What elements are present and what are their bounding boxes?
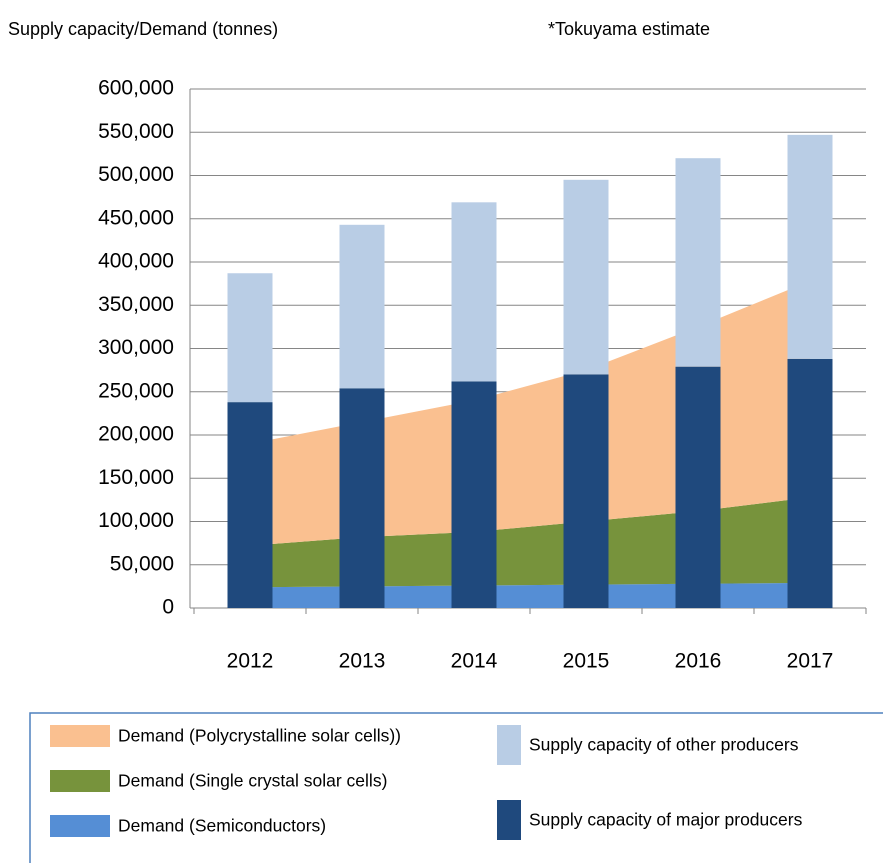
y-tick-label: 50,000 bbox=[110, 552, 174, 575]
y-tick-label: 0 bbox=[162, 596, 174, 619]
bar bbox=[787, 358, 833, 608]
bar bbox=[339, 224, 385, 389]
legend-marker bbox=[50, 725, 110, 747]
legend-box bbox=[29, 712, 883, 863]
bar bbox=[339, 388, 385, 608]
x-tick-label: 2016 bbox=[675, 650, 722, 673]
axis-title: Supply capacity/Demand (tonnes) bbox=[8, 19, 278, 39]
legend-label: Demand (Semiconductors) bbox=[118, 816, 326, 836]
bar bbox=[675, 158, 721, 367]
bar bbox=[563, 374, 609, 608]
y-tick-label: 550,000 bbox=[98, 120, 174, 143]
area bbox=[250, 281, 810, 546]
legend-label: Demand (Polycrystalline solar cells)) bbox=[118, 726, 401, 746]
bar bbox=[787, 134, 833, 359]
annotation: *Tokuyama estimate bbox=[548, 19, 710, 39]
y-tick-label: 150,000 bbox=[98, 466, 174, 489]
bar bbox=[227, 402, 273, 608]
bar bbox=[451, 202, 497, 382]
legend-marker bbox=[497, 725, 521, 765]
bar bbox=[563, 179, 609, 375]
x-tick-label: 2015 bbox=[563, 650, 610, 673]
y-tick-label: 600,000 bbox=[98, 77, 174, 100]
bar bbox=[451, 381, 497, 608]
area bbox=[250, 582, 810, 608]
y-tick-label: 350,000 bbox=[98, 293, 174, 316]
bar bbox=[675, 366, 721, 608]
y-tick-label: 100,000 bbox=[98, 509, 174, 532]
area bbox=[250, 497, 810, 588]
y-tick-label: 200,000 bbox=[98, 423, 174, 446]
legend-marker bbox=[50, 770, 110, 792]
bar bbox=[227, 273, 273, 403]
x-tick-label: 2017 bbox=[787, 650, 834, 673]
legend-label: Demand (Single crystal solar cells) bbox=[118, 771, 387, 791]
y-tick-label: 250,000 bbox=[98, 379, 174, 402]
y-tick-label: 450,000 bbox=[98, 206, 174, 229]
y-tick-label: 500,000 bbox=[98, 163, 174, 186]
legend-marker bbox=[497, 800, 521, 840]
x-tick-label: 2012 bbox=[227, 650, 274, 673]
legend-label: Supply capacity of other producers bbox=[529, 735, 799, 755]
legend-label: Supply capacity of major producers bbox=[529, 810, 803, 830]
x-tick-label: 2013 bbox=[339, 650, 386, 673]
x-tick-label: 2014 bbox=[451, 650, 498, 673]
y-tick-label: 400,000 bbox=[98, 250, 174, 273]
legend-marker bbox=[50, 815, 110, 837]
y-tick-label: 300,000 bbox=[98, 336, 174, 359]
